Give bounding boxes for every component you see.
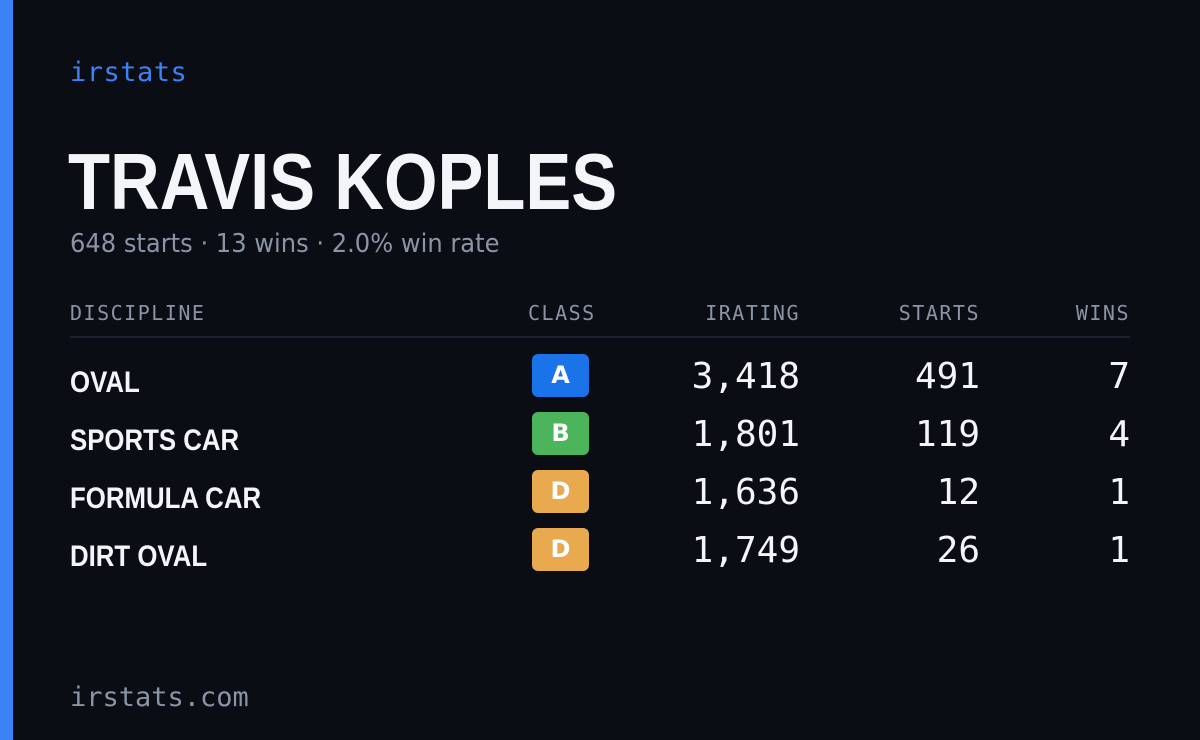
irating-value: 1,636 bbox=[691, 472, 800, 513]
starts-value: 26 bbox=[936, 530, 980, 571]
class-badge: A bbox=[532, 354, 589, 397]
accent-bar bbox=[0, 0, 13, 740]
header-starts: STARTS bbox=[898, 301, 980, 325]
discipline-label: OVAL bbox=[70, 366, 140, 399]
table-row: FORMULA CAR D 1,636 12 1 bbox=[70, 470, 1130, 528]
wins-value: 7 bbox=[1108, 356, 1130, 397]
stats-table: DISCIPLINE CLASS IRATING STARTS WINS OVA… bbox=[70, 296, 1130, 573]
table-header: DISCIPLINE CLASS IRATING STARTS WINS bbox=[70, 296, 1130, 338]
starts-value: 491 bbox=[914, 356, 980, 397]
class-badge: D bbox=[532, 528, 589, 571]
driver-name: TRAVIS KOPLES bbox=[68, 137, 618, 226]
header-discipline: DISCIPLINE bbox=[70, 301, 206, 325]
table-row: OVAL A 3,418 491 7 bbox=[70, 354, 1130, 412]
table-row: SPORTS CAR B 1,801 119 4 bbox=[70, 412, 1130, 470]
table-row: DIRT OVAL D 1,749 26 1 bbox=[70, 528, 1130, 586]
header-irating: IRATING bbox=[705, 301, 800, 325]
discipline-label: SPORTS CAR bbox=[70, 424, 240, 457]
irating-value: 3,418 bbox=[691, 356, 800, 397]
irating-value: 1,749 bbox=[691, 530, 800, 571]
table-body: OVAL A 3,418 491 7 SPORTS CAR B 1,801 11… bbox=[70, 354, 1130, 586]
starts-value: 12 bbox=[936, 472, 980, 513]
footer-domain-link[interactable]: irstats.com bbox=[70, 682, 249, 713]
header-wins: WINS bbox=[1075, 301, 1130, 325]
discipline-label: FORMULA CAR bbox=[70, 482, 262, 515]
brand-logo[interactable]: irstats bbox=[70, 57, 188, 88]
wins-value: 1 bbox=[1108, 472, 1130, 513]
wins-value: 1 bbox=[1108, 530, 1130, 571]
driver-summary: 648 starts · 13 wins · 2.0% win rate bbox=[70, 229, 500, 259]
discipline-label: DIRT OVAL bbox=[70, 540, 208, 573]
class-badge: D bbox=[532, 470, 589, 513]
wins-value: 4 bbox=[1108, 414, 1130, 455]
starts-value: 119 bbox=[914, 414, 980, 455]
header-class: CLASS bbox=[528, 301, 596, 325]
class-badge: B bbox=[532, 412, 589, 455]
irating-value: 1,801 bbox=[691, 414, 800, 455]
